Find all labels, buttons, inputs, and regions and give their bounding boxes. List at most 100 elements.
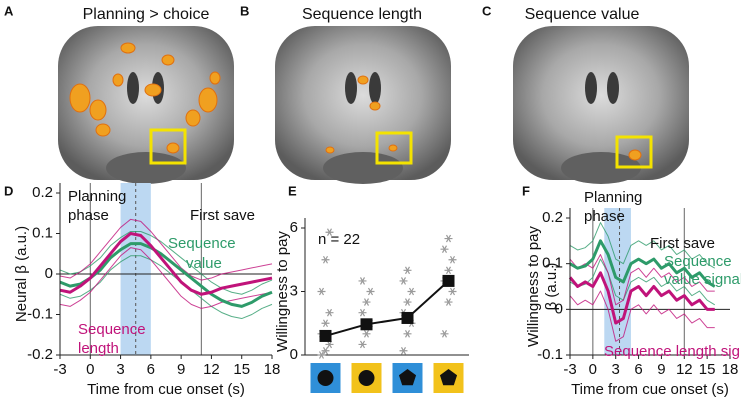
brain-image bbox=[275, 26, 451, 184]
mean-marker bbox=[442, 274, 455, 287]
highlight-band bbox=[604, 208, 631, 355]
panel-title: Planning > choice bbox=[83, 6, 210, 23]
x-tick-label: 3 bbox=[612, 361, 620, 378]
individual-point bbox=[403, 266, 412, 275]
series-line bbox=[59, 230, 273, 295]
x-tick-label: 6 bbox=[147, 361, 155, 378]
individual-point bbox=[366, 287, 375, 296]
y-tick-label: 0 bbox=[290, 346, 298, 363]
x-tick-label: 9 bbox=[177, 361, 185, 378]
annotation: value bbox=[186, 255, 222, 272]
x-tick-label: 15 bbox=[233, 361, 250, 378]
individual-point bbox=[440, 330, 449, 338]
individual-point bbox=[444, 234, 453, 243]
individual-point bbox=[444, 298, 453, 306]
individual-point bbox=[448, 287, 457, 296]
x-tick-label: 6 bbox=[634, 361, 642, 378]
icon-shape bbox=[439, 369, 458, 386]
annotation: phase bbox=[68, 207, 109, 224]
individual-point bbox=[403, 298, 412, 306]
x-tick-label: 0 bbox=[86, 361, 94, 378]
annotation: length bbox=[78, 340, 119, 357]
annotation: Sequence bbox=[78, 321, 146, 338]
series-line bbox=[569, 290, 715, 342]
annotation: Planning bbox=[68, 188, 126, 205]
series-line bbox=[59, 247, 273, 309]
individual-point bbox=[362, 330, 371, 338]
panel-title: Sequence value bbox=[525, 6, 640, 23]
panel-letter: D bbox=[4, 183, 13, 198]
mean-marker bbox=[319, 329, 332, 342]
series-line bbox=[569, 239, 716, 288]
brain-image bbox=[58, 26, 234, 184]
y-tick-label: 3 bbox=[290, 282, 298, 299]
y-axis-title: Neural β (a.u.) bbox=[13, 226, 30, 322]
individual-point bbox=[358, 308, 367, 317]
individual-point bbox=[403, 330, 412, 338]
individual-point bbox=[407, 287, 416, 296]
individual-point bbox=[325, 308, 334, 317]
y-tick-label: -0.1 bbox=[537, 346, 563, 363]
individual-point bbox=[317, 287, 326, 296]
panel-letter: C bbox=[482, 3, 492, 18]
icon-shape bbox=[398, 369, 417, 386]
annotation: Sequence bbox=[664, 253, 732, 270]
annotation: phase bbox=[584, 208, 625, 225]
series-line bbox=[568, 271, 715, 325]
annotation: First save bbox=[190, 207, 255, 224]
individual-point bbox=[358, 340, 367, 349]
y-tick-label: -0.1 bbox=[27, 305, 53, 322]
annotation: Sequence bbox=[168, 235, 236, 252]
y-tick-label: 0.2 bbox=[32, 184, 53, 201]
mean-marker bbox=[401, 311, 414, 324]
individual-point bbox=[362, 298, 371, 306]
panel-letter: E bbox=[288, 183, 297, 198]
x-axis-title: Time from cue onset (s) bbox=[87, 381, 245, 398]
individual-point bbox=[358, 277, 367, 285]
individual-point bbox=[399, 277, 408, 285]
individual-point bbox=[325, 228, 334, 237]
panel-letter: B bbox=[240, 3, 249, 18]
x-axis-title: Time from cue onset (s) bbox=[571, 381, 729, 398]
y-axis-title: Willingness to pay bbox=[274, 231, 291, 352]
individual-point bbox=[444, 266, 453, 275]
icon-shape bbox=[358, 370, 375, 386]
individual-point bbox=[448, 255, 457, 264]
annotation: First save bbox=[650, 235, 715, 252]
x-tick-label: 3 bbox=[116, 361, 124, 378]
series-line bbox=[569, 258, 716, 306]
x-tick-label: 0 bbox=[589, 361, 597, 378]
panel-title: Sequence length bbox=[302, 6, 422, 23]
series-line bbox=[569, 254, 715, 306]
y-tick-label: 6 bbox=[290, 219, 298, 236]
y-tick-label: 0.2 bbox=[542, 209, 563, 226]
y-tick-label: 0.1 bbox=[542, 255, 563, 272]
mean-marker bbox=[360, 318, 373, 331]
series-line bbox=[59, 218, 273, 281]
y-tick-label: 0 bbox=[555, 300, 563, 317]
annotation: Sequence length signal bbox=[604, 343, 741, 360]
icon-shape bbox=[317, 370, 334, 386]
individual-point bbox=[325, 340, 334, 349]
annotation: n = 22 bbox=[318, 231, 360, 248]
x-tick-label: -3 bbox=[53, 361, 66, 378]
individual-point bbox=[440, 245, 449, 253]
x-tick-label: 12 bbox=[203, 361, 220, 378]
x-tick-label: 9 bbox=[657, 361, 665, 378]
y-tick-label: 0.1 bbox=[32, 224, 53, 241]
panel-letter: F bbox=[522, 183, 530, 198]
panel-letter: A bbox=[4, 3, 14, 18]
x-tick-label: -3 bbox=[563, 361, 576, 378]
y-tick-label: -0.2 bbox=[27, 346, 53, 363]
annotation: Planning bbox=[584, 189, 642, 206]
x-tick-label: 18 bbox=[264, 361, 281, 378]
x-tick-label: 18 bbox=[722, 361, 739, 378]
individual-point bbox=[321, 255, 330, 264]
y-axis-title: Willingness to pay bbox=[525, 226, 542, 347]
y-tick-label: 0 bbox=[45, 265, 53, 282]
individual-point bbox=[317, 351, 326, 359]
series-line bbox=[59, 232, 273, 296]
individual-point bbox=[399, 346, 408, 355]
